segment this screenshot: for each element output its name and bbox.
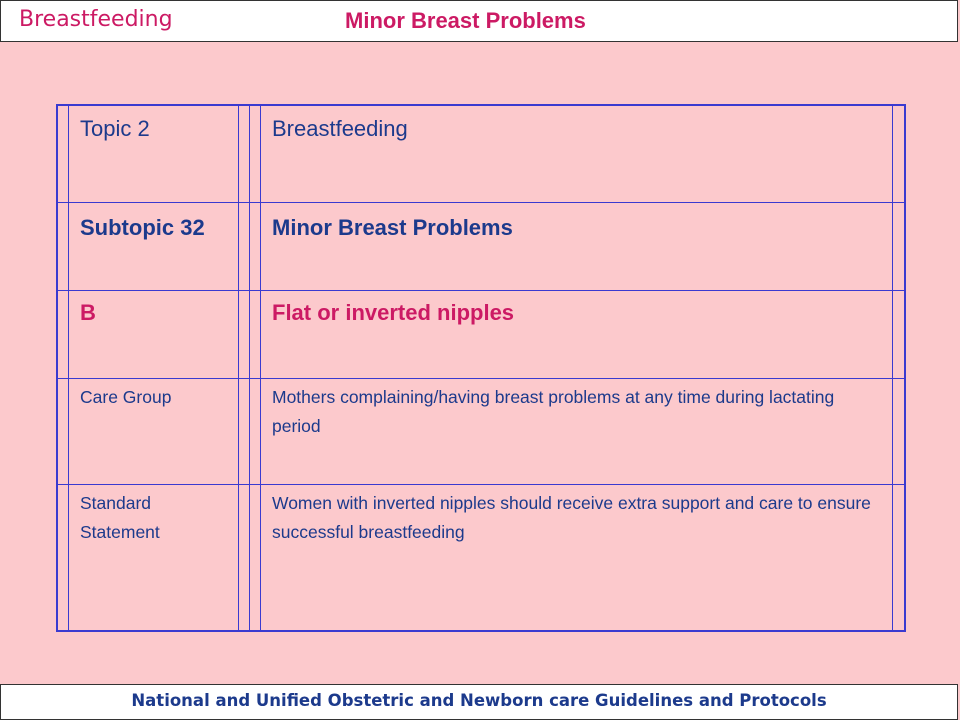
header-bar: Breastfeeding Minor Breast Problems (0, 0, 958, 42)
guideline-table: Topic 2 Breastfeeding Subtopic 32 Minor … (56, 104, 906, 632)
row-standard-value: Women with inverted nipples should recei… (272, 489, 884, 547)
table-vline (260, 106, 261, 630)
row-subtopic-value: Minor Breast Problems (272, 215, 513, 240)
table-vline (249, 106, 250, 630)
row-section-label: B (80, 300, 96, 325)
header-left-title: Breastfeeding (19, 7, 173, 32)
row-standard-line: Women with inverted nipples should recei… (272, 493, 871, 513)
table-vline (238, 106, 239, 630)
row-topic-label: Topic 2 (80, 116, 150, 141)
table-hline (58, 202, 904, 203)
row-section-value: Flat or inverted nipples (272, 300, 515, 325)
table-hline (58, 290, 904, 291)
table-vline (68, 106, 69, 630)
footer-text: National and Unified Obstetric and Newbo… (131, 691, 827, 710)
row-care-group-value: Mothers complaining/having breast proble… (272, 387, 835, 436)
footer-bar: National and Unified Obstetric and Newbo… (0, 684, 958, 720)
table-hline (58, 484, 904, 485)
table-hline (58, 378, 904, 379)
row-standard-label: Standard Statement (80, 493, 160, 542)
row-topic-value: Breastfeeding (272, 116, 408, 141)
row-subtopic-label: Subtopic 32 (80, 215, 205, 240)
row-care-group-label: Care Group (80, 387, 172, 407)
table-vline (892, 106, 893, 630)
header-right-title: Minor Breast Problems (345, 8, 586, 33)
row-standard-line: successful breastfeeding (272, 522, 465, 542)
